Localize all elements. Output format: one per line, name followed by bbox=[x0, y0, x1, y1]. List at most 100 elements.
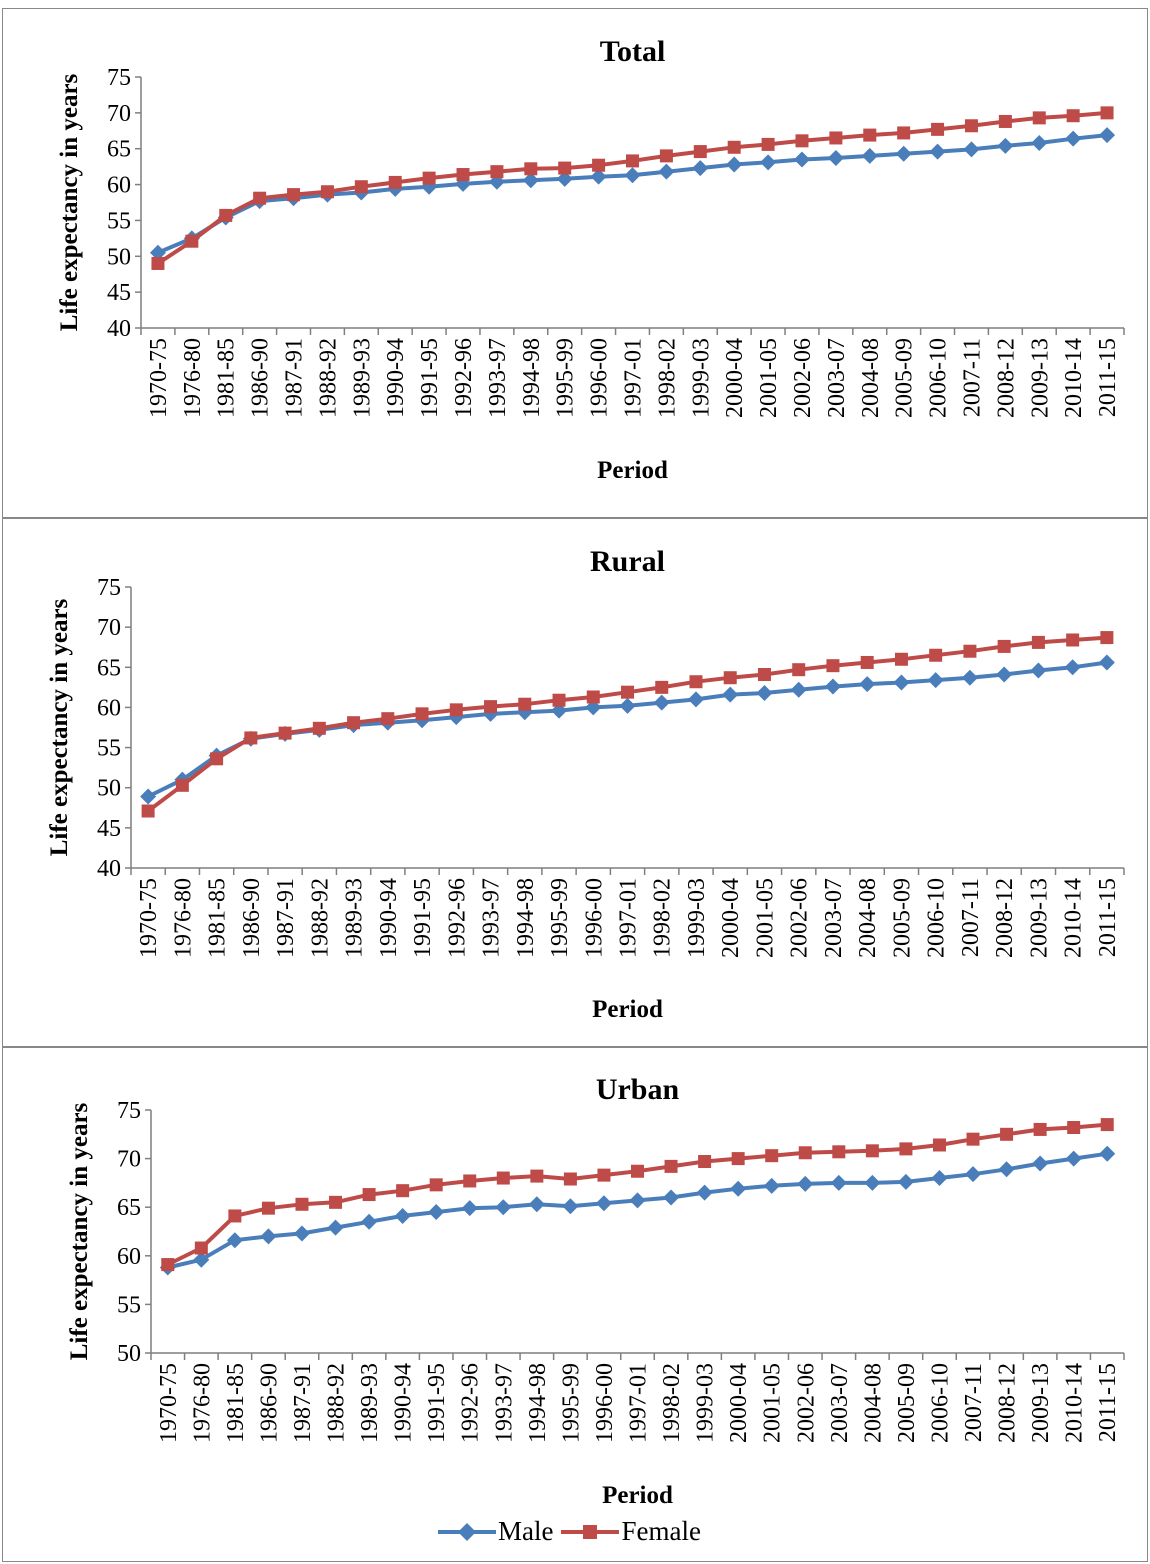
x-tick-label: 1970-75 bbox=[146, 338, 172, 418]
point-female bbox=[463, 1174, 477, 1188]
point-male bbox=[624, 167, 641, 184]
x-tick-label: 1997-01 bbox=[626, 1363, 652, 1443]
point-male bbox=[1065, 1150, 1082, 1167]
point-male bbox=[824, 678, 841, 695]
y-tick-label: 60 bbox=[97, 695, 121, 721]
point-female bbox=[966, 1132, 980, 1146]
point-male bbox=[790, 681, 807, 698]
y-tick-label: 65 bbox=[97, 655, 121, 681]
point-male bbox=[1098, 654, 1115, 671]
point-male bbox=[996, 666, 1013, 683]
point-female bbox=[689, 675, 703, 689]
point-male bbox=[997, 137, 1014, 154]
x-tick-label: 1981-85 bbox=[205, 878, 231, 958]
x-axis-label: Period bbox=[597, 457, 668, 484]
x-tick-label: 2006-10 bbox=[926, 338, 952, 418]
point-female bbox=[586, 690, 600, 704]
point-female bbox=[312, 721, 326, 735]
x-tick-label: 1997-01 bbox=[616, 878, 642, 958]
point-male bbox=[897, 1173, 914, 1190]
point-female bbox=[931, 122, 945, 136]
point-female bbox=[765, 1149, 779, 1163]
point-male bbox=[1065, 130, 1082, 147]
y-tick-label: 50 bbox=[107, 244, 131, 270]
point-female bbox=[795, 134, 809, 148]
y-tick-label: 50 bbox=[117, 1341, 141, 1367]
point-male bbox=[1032, 1155, 1049, 1172]
x-tick-label: 1976-80 bbox=[189, 1363, 215, 1443]
x-tick-label: 1991-95 bbox=[424, 1363, 450, 1443]
x-tick-label: 2003-07 bbox=[821, 878, 847, 958]
point-female bbox=[552, 693, 566, 707]
point-female bbox=[1100, 1118, 1114, 1132]
point-male bbox=[760, 154, 777, 171]
point-female bbox=[388, 175, 402, 189]
y-tick-label: 55 bbox=[107, 208, 131, 234]
point-female bbox=[530, 1169, 544, 1183]
y-tick-label: 70 bbox=[107, 101, 131, 127]
x-tick-label: 1999-03 bbox=[693, 1363, 719, 1443]
point-female bbox=[1033, 1122, 1047, 1136]
point-female bbox=[963, 644, 977, 658]
point-female bbox=[723, 671, 737, 685]
point-female bbox=[998, 114, 1012, 128]
x-tick-label: 2009-13 bbox=[1027, 338, 1053, 418]
point-male bbox=[293, 1225, 310, 1242]
x-tick-label: 2008-12 bbox=[995, 1363, 1021, 1443]
point-male bbox=[461, 1200, 478, 1217]
point-male bbox=[730, 1180, 747, 1197]
point-male bbox=[965, 1166, 982, 1183]
point-female bbox=[228, 1209, 242, 1223]
chart-title: Total bbox=[600, 35, 666, 68]
x-tick-label: 1986-90 bbox=[239, 878, 265, 958]
point-female bbox=[655, 680, 669, 694]
x-tick-label: 1987-91 bbox=[282, 338, 308, 418]
point-male bbox=[528, 1196, 545, 1213]
point-female bbox=[1031, 635, 1045, 649]
x-tick-label: 2001-05 bbox=[760, 1363, 786, 1443]
x-tick-label: 1981-85 bbox=[223, 1363, 249, 1443]
y-tick-label: 75 bbox=[97, 575, 121, 601]
point-female bbox=[698, 1155, 712, 1169]
point-male bbox=[394, 1207, 411, 1224]
chart-panel-urban: Urban Life expectancy in years 50 55 60 65 70 7… bbox=[2, 1047, 1148, 1562]
point-female bbox=[329, 1195, 343, 1209]
x-tick-label: 2009-13 bbox=[1026, 878, 1052, 958]
x-tick-label: 2000-04 bbox=[726, 1363, 752, 1443]
x-tick-label: 2001-05 bbox=[752, 878, 778, 958]
point-female bbox=[899, 1142, 913, 1156]
point-male bbox=[361, 1213, 378, 1230]
x-tick-label: 2002-06 bbox=[790, 338, 816, 418]
point-male bbox=[895, 145, 912, 162]
point-female bbox=[194, 1241, 208, 1255]
point-female bbox=[826, 659, 840, 673]
y-axis-label: Life expectancy in years bbox=[66, 1102, 93, 1360]
point-female bbox=[792, 663, 806, 677]
chart-panel-rural: Rural Life expectancy in years 40 45 50 55 60 6… bbox=[2, 518, 1148, 1047]
point-male bbox=[1099, 1145, 1116, 1162]
point-female bbox=[832, 1145, 846, 1159]
point-male bbox=[756, 684, 773, 701]
point-male bbox=[931, 1170, 948, 1187]
x-tick-label: 2011-15 bbox=[1095, 878, 1121, 957]
point-female bbox=[449, 703, 463, 717]
x-tick-label: 2010-14 bbox=[1061, 878, 1087, 958]
x-tick-label: 1970-75 bbox=[136, 878, 162, 958]
x-tick-label: 1994-98 bbox=[513, 878, 539, 958]
x-tick-label: 2002-06 bbox=[787, 878, 813, 958]
x-tick-label: 1995-99 bbox=[547, 878, 573, 958]
point-female bbox=[161, 1258, 175, 1272]
y-tick-label: 65 bbox=[107, 137, 131, 163]
x-tick-label: 1986-90 bbox=[248, 338, 274, 418]
point-female bbox=[1066, 633, 1080, 647]
x-tick-label: 2006-10 bbox=[927, 1363, 953, 1443]
chart-total: Total Life expectancy in years 40 45 50 55 60 6… bbox=[56, 35, 1125, 484]
x-tick-label: 2011-15 bbox=[1095, 338, 1121, 417]
point-female bbox=[1100, 106, 1114, 120]
chart-title: Urban bbox=[596, 1073, 680, 1106]
point-female bbox=[597, 1168, 611, 1182]
y-tick-label: 45 bbox=[97, 816, 121, 842]
point-male bbox=[193, 1251, 210, 1268]
x-tick-label: 2003-07 bbox=[827, 1363, 853, 1443]
point-female bbox=[997, 639, 1011, 653]
